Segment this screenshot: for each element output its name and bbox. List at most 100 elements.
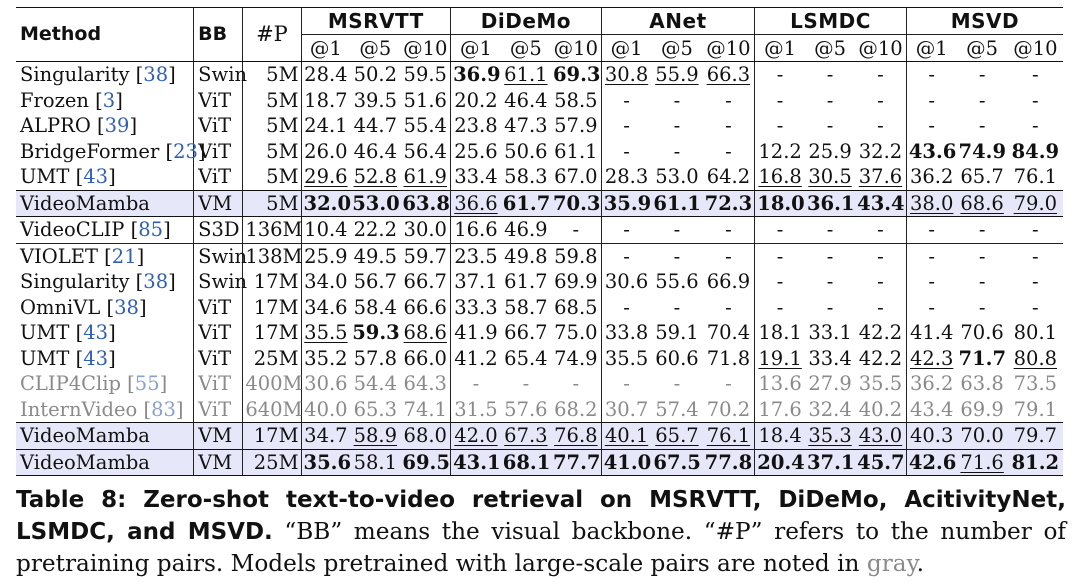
score-value: 80.1 <box>1013 321 1058 345</box>
method-name: VideoCLIP <box>20 218 125 242</box>
score-cell: 71.6 <box>956 448 1008 476</box>
score-value: - <box>978 88 986 112</box>
score-cell: - <box>600 294 652 320</box>
score-value: 46.9 <box>504 218 548 242</box>
citation-link[interactable]: 38 <box>114 295 139 319</box>
citation-link[interactable]: 38 <box>143 270 169 294</box>
score-value: 30.6 <box>304 372 348 396</box>
score-cell: 32.0 <box>300 189 351 217</box>
score-cell: 44.7 <box>350 113 400 139</box>
score-value: 54.4 <box>353 372 398 396</box>
citation-link[interactable]: 21 <box>111 244 137 268</box>
score-value: 80.8 <box>1013 346 1058 370</box>
pairs-cell: 138M <box>242 242 303 269</box>
header-recall-anet-2: @10 <box>702 34 755 62</box>
table-row: Singularity [38] Swin 5M 28.4 50.2 59.5 36.9 61… <box>16 61 1063 88</box>
score-cell: - <box>1007 216 1063 243</box>
score-cell: - <box>855 216 907 243</box>
score-value: - <box>928 295 935 319</box>
score-value: 43.4 <box>909 397 954 421</box>
method-name: Singularity <box>20 270 130 294</box>
score-cell: 70.2 <box>703 397 755 423</box>
score-value: 43.1 <box>453 450 501 474</box>
score-cell: 64.3 <box>400 371 450 397</box>
score-cell: 40.1 <box>600 422 652 449</box>
score-value: 49.5 <box>353 244 398 268</box>
score-cell: 36.9 <box>450 61 501 88</box>
citation-link[interactable]: 85 <box>138 218 164 242</box>
score-value: 43.4 <box>857 191 905 215</box>
citation-link[interactable]: 23 <box>173 139 198 163</box>
score-cell: 57.4 <box>651 397 702 423</box>
score-value: - <box>928 270 935 294</box>
score-value: 32.2 <box>858 139 903 163</box>
score-cell: 66.7 <box>400 269 450 295</box>
citation-link[interactable]: 55 <box>134 372 160 396</box>
score-cell: 16.8 <box>754 164 805 190</box>
score-cell: - <box>905 87 957 113</box>
score-value: 69.3 <box>552 63 601 87</box>
score-cell: 53.0 <box>350 189 401 217</box>
score-value: - <box>673 295 681 319</box>
citation-link[interactable]: 38 <box>143 63 169 87</box>
score-value: 42.2 <box>858 346 903 370</box>
score-cell: - <box>855 295 906 321</box>
backbone-cell: Swin <box>193 242 247 269</box>
score-value: - <box>877 218 884 242</box>
score-value: 81.2 <box>1011 450 1060 474</box>
score-cell: 42.2 <box>855 346 906 372</box>
score-cell: 37.6 <box>855 164 906 190</box>
backbone-cell: ViT <box>193 113 243 139</box>
score-cell: - <box>905 242 957 269</box>
score-value: 74.9 <box>554 346 598 370</box>
score-cell: 58.4 <box>350 295 400 321</box>
method-cell: UMT [43] <box>20 165 116 189</box>
score-cell: 81.2 <box>1007 448 1063 476</box>
score-value: - <box>877 88 884 112</box>
score-cell: 43.0 <box>855 422 907 449</box>
score-cell: - <box>855 269 906 295</box>
score-value: - <box>1032 244 1039 268</box>
score-cell: - <box>805 62 855 88</box>
score-cell: 52.8 <box>350 164 400 190</box>
score-value: 28.3 <box>604 165 649 189</box>
backbone-cell: VM <box>193 422 243 449</box>
score-cell: 25.9 <box>805 139 855 165</box>
score-cell: 33.4 <box>805 346 855 372</box>
score-cell: 35.6 <box>300 448 351 476</box>
citation-link[interactable]: 43 <box>83 346 109 370</box>
header-recall-msvd-1: @5 <box>956 34 1008 62</box>
score-value: 40.1 <box>604 424 649 448</box>
score-value: 56.7 <box>353 270 398 294</box>
score-cell: 25.6 <box>450 138 501 164</box>
score-value: 33.3 <box>454 295 498 319</box>
score-cell: - <box>957 113 1008 139</box>
method-cell: VideoCLIP [85] <box>16 216 194 243</box>
score-value: 41.2 <box>454 346 498 370</box>
table-row: InternVideo [83] ViT 640M 40.0 65.3 74.1 31.5 5… <box>16 396 1063 423</box>
method-cell: Singularity [38] <box>20 63 176 87</box>
score-cell: 40.3 <box>905 422 957 449</box>
score-cell: 67.5 <box>651 448 703 476</box>
header-dataset-msvd: MSVD <box>905 7 1063 35</box>
citation-link[interactable]: 43 <box>83 321 109 345</box>
score-value: 68.1 <box>502 450 551 474</box>
score-value: 43.0 <box>858 424 903 448</box>
score-value: 64.3 <box>403 372 447 396</box>
citation-link[interactable]: 3 <box>102 88 116 112</box>
score-cell: 29.6 <box>300 164 351 190</box>
citation-link[interactable]: 39 <box>104 114 130 138</box>
score-cell: 66.7 <box>501 320 551 346</box>
score-cell: - <box>600 371 652 397</box>
citation-link[interactable]: 83 <box>151 397 176 421</box>
score-value: 35.5 <box>304 321 348 345</box>
citation-link[interactable]: 43 <box>83 165 109 189</box>
score-cell: 74.9 <box>551 346 601 372</box>
method-cell: UMT [43] <box>20 321 116 345</box>
score-cell: - <box>703 295 755 321</box>
score-cell: 46.4 <box>350 139 400 165</box>
score-cell: 36.2 <box>905 164 957 190</box>
backbone-cell: Swin <box>193 269 247 295</box>
score-cell: 32.4 <box>805 397 855 423</box>
header-dataset-msrvtt: MSRVTT <box>300 7 451 35</box>
